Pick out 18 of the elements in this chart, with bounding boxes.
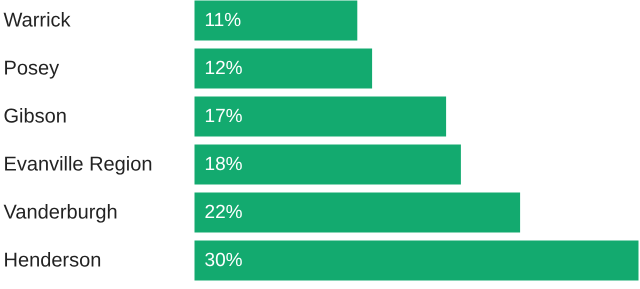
y-tick-label: Warrick — [4, 10, 72, 32]
y-tick-label: Vanderburgh — [4, 202, 118, 224]
data-label: 11% — [204, 10, 242, 31]
y-tick-label: Henderson — [4, 250, 102, 272]
bar — [194, 0, 358, 40]
data-label: 12% — [204, 58, 243, 79]
bar — [194, 96, 446, 136]
data-label: 18% — [204, 154, 243, 175]
y-tick-label: Gibson — [4, 106, 67, 128]
data-label: 17% — [204, 106, 243, 127]
data-label: 30% — [204, 250, 243, 271]
bar — [194, 240, 638, 280]
data-label: 22% — [204, 202, 243, 223]
y-tick-label: Posey — [4, 58, 60, 80]
y-tick-label: Evanville Region — [4, 154, 152, 176]
bar — [194, 144, 461, 184]
bar — [194, 48, 372, 88]
bar — [194, 192, 520, 232]
